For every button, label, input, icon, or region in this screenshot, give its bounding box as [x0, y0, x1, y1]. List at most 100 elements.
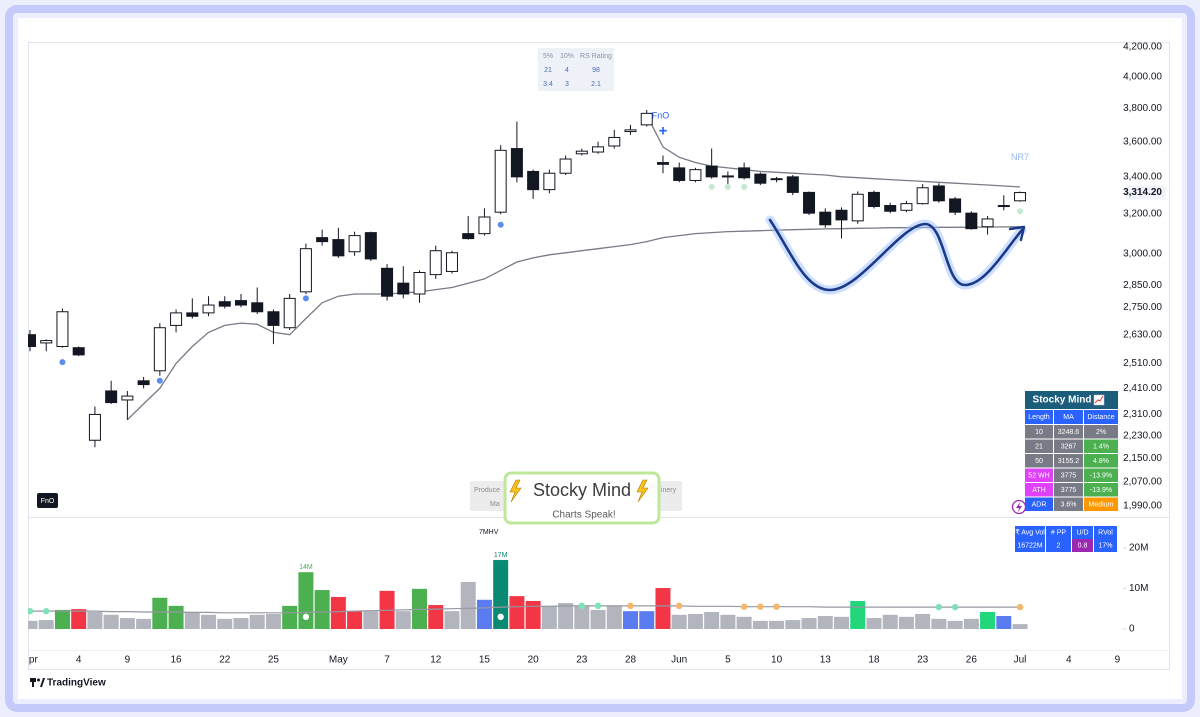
vol-header: U/D: [1076, 529, 1088, 536]
ma-cell: -13.9%: [1090, 487, 1112, 494]
watermark-title: Stocky Mind: [533, 480, 631, 500]
volume-bar: [249, 614, 265, 629]
y-tick-label: 4,000.00: [1123, 72, 1162, 83]
volume-bar: [136, 618, 152, 629]
ma-cell: Medium: [1089, 501, 1114, 508]
rs-cell: 2.1: [591, 81, 601, 88]
y-tick-label: 4,200.00: [1123, 42, 1162, 53]
volume-bar: [655, 588, 671, 629]
ma-header-cell: [1084, 410, 1118, 424]
candle-body: [218, 301, 231, 307]
volume-tick-label: 20M: [1129, 542, 1148, 553]
volume-bar: [623, 611, 639, 629]
vol-header-cell: [1072, 526, 1093, 539]
volume-bar: [119, 618, 135, 629]
x-tick-label: 9: [1115, 655, 1121, 666]
volume-bar: [184, 611, 200, 629]
moving-average-line: [126, 226, 1021, 421]
candle-body: [332, 239, 345, 257]
candle-body: [429, 250, 442, 276]
x-tick-label: 16: [171, 655, 183, 666]
volume-bar: [769, 620, 785, 629]
ma-header-cell: [1025, 410, 1053, 424]
candle-body: [543, 172, 556, 191]
volume-bar: [152, 597, 168, 629]
logo-part: [37, 678, 40, 682]
ma-cell-back: [1084, 483, 1118, 497]
price-annotation: +: [659, 122, 668, 139]
y-tick-label: 2,750.00: [1123, 302, 1162, 313]
signal-dot: [302, 295, 309, 302]
x-tick-label: 26: [966, 655, 978, 666]
watermark-fragment: Produce: [474, 487, 500, 494]
candle-body: [592, 146, 605, 153]
vol-cell-back: [1072, 539, 1093, 552]
candle-body: [721, 175, 734, 178]
watermark-subtitle: Charts Speak!: [552, 510, 615, 521]
candle-body: [397, 282, 410, 295]
vol-cell: 16722M: [1017, 542, 1042, 549]
ma-cell-back: [1054, 497, 1083, 511]
volume-bar: [525, 601, 541, 629]
candle-body: [445, 252, 458, 272]
vol-cell-back: [1094, 539, 1117, 552]
ma-cell-back: [1084, 439, 1118, 453]
ma-header-cell: [1054, 410, 1083, 424]
candle-body: [608, 136, 621, 147]
candle-body: [624, 129, 637, 133]
ma-header: Distance: [1087, 414, 1114, 421]
signal-dot: [708, 183, 715, 190]
x-tick-label: 23: [576, 655, 588, 666]
candle-body: [121, 395, 134, 401]
volume-bar: [347, 611, 363, 629]
volume-bar: [1012, 624, 1028, 629]
volume-value-label: 14M: [299, 564, 313, 571]
candle-body: [28, 334, 36, 347]
ma-cell-back: [1054, 468, 1083, 482]
candle-body: [1014, 192, 1027, 202]
ma-cell-back: [1084, 454, 1118, 468]
candle-body: [949, 198, 962, 213]
candle-body: [786, 176, 799, 193]
signal-dot: [156, 377, 163, 384]
ma-cell: ADR: [1032, 501, 1047, 508]
ma-cell: 1.4%: [1093, 443, 1109, 450]
volume-bar: [363, 611, 379, 629]
candle-body: [494, 149, 507, 213]
volume-bar: [720, 614, 736, 629]
volume-bar: [996, 616, 1012, 629]
candle-body: [689, 169, 702, 181]
price-annotation: NR7: [1011, 152, 1029, 162]
candle-body: [413, 272, 426, 295]
volume-bar: [395, 611, 411, 629]
volume-bar: [87, 611, 103, 629]
vol-cell: 2: [1057, 542, 1061, 549]
ma-cell: 52 WH: [1028, 472, 1049, 479]
y-tick-label: 3,400.00: [1123, 171, 1162, 182]
volume-bar: [590, 609, 606, 629]
y-tick-label: 2,510.00: [1123, 358, 1162, 369]
y-tick-label: 2,310.00: [1123, 409, 1162, 420]
volume-bar: [915, 613, 931, 629]
candle-body: [932, 185, 945, 202]
candle-body: [348, 235, 361, 253]
candle-body: [283, 297, 296, 329]
ma-cell: 4.8%: [1093, 458, 1109, 465]
volume-bar: [103, 614, 119, 629]
y-tick-label: 3,200.00: [1123, 209, 1162, 220]
pattern-drawing: [765, 215, 1027, 295]
volume-bar: [428, 605, 444, 629]
ma-cell: 21: [1035, 443, 1043, 450]
rs-header: RS Rating: [580, 53, 612, 60]
volume-bar: [38, 620, 54, 629]
x-tick-label: May: [329, 655, 348, 666]
rs-cell: 21: [544, 67, 552, 74]
volume-bar: [509, 596, 525, 629]
x-tick-label: Jun: [671, 655, 687, 666]
volume-bar: [671, 614, 687, 629]
volume-bar: [265, 613, 281, 629]
ma-cell-back: [1054, 454, 1083, 468]
plot-area: 14M 17M 7MHV FnO + NR7: [28, 110, 1029, 629]
x-tick-label: Jul: [1014, 655, 1027, 666]
vol-header: # PP: [1051, 529, 1067, 536]
